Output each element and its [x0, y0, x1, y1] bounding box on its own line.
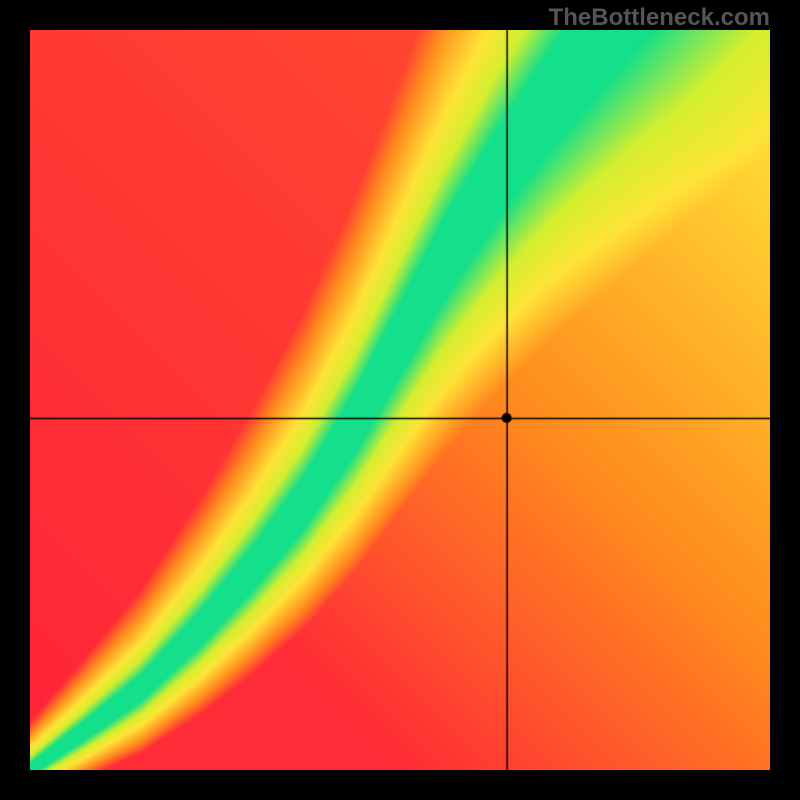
chart-container: TheBottleneck.com: [0, 0, 800, 800]
heatmap-canvas: [30, 30, 770, 770]
watermark-text: TheBottleneck.com: [549, 4, 770, 32]
